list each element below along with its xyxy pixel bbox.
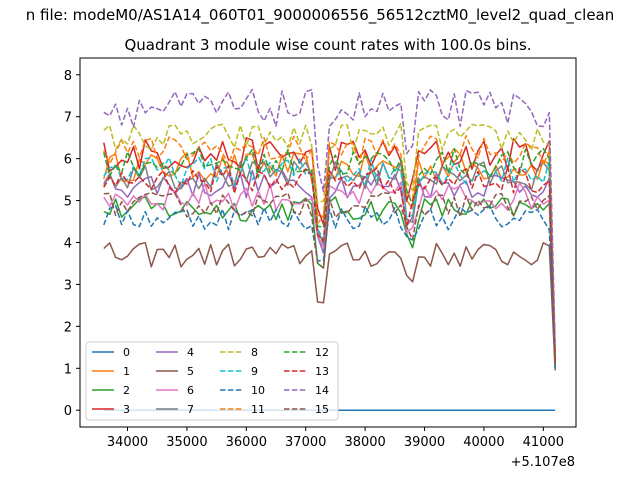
x-tick-label: 41000	[523, 435, 564, 450]
legend-label-4: 4	[187, 346, 194, 359]
legend-label-6: 6	[187, 384, 194, 397]
legend-label-0: 0	[123, 346, 130, 359]
x-tick-label: 35000	[166, 435, 207, 450]
legend-label-12: 12	[315, 346, 329, 359]
x-tick-label: 40000	[463, 435, 504, 450]
legend-label-13: 13	[315, 365, 329, 378]
legend-label-9: 9	[251, 365, 258, 378]
series-line-15	[103, 191, 556, 367]
y-tick-label: 5	[64, 195, 72, 210]
y-tick-label: 1	[64, 362, 72, 377]
x-tick-label: 37000	[285, 435, 326, 450]
legend-label-11: 11	[251, 403, 265, 416]
legend-label-1: 1	[123, 365, 130, 378]
series-line-10	[103, 204, 556, 369]
series-line-7	[103, 160, 556, 360]
x-tick-label: 36000	[226, 435, 267, 450]
y-axis-ticks: 0 1 2 3 4 5 6 7 8	[64, 69, 80, 419]
series-line-14	[103, 88, 556, 348]
legend-label-7: 7	[187, 403, 194, 416]
y-tick-label: 0	[64, 404, 72, 419]
legend-label-15: 15	[315, 403, 329, 416]
y-tick-label: 3	[64, 278, 72, 293]
y-tick-label: 4	[64, 237, 72, 252]
series-line-5	[103, 241, 556, 371]
legend-label-14: 14	[315, 384, 329, 397]
series-line-11	[103, 134, 556, 356]
legend-box	[85, 341, 339, 421]
x-axis-ticks: 34000 35000 36000 37000 38000 39000 40000 41000	[107, 427, 564, 450]
y-tick-label: 6	[64, 153, 72, 168]
legend-label-10: 10	[251, 384, 265, 397]
x-tick-label: 38000	[344, 435, 385, 450]
chart-suptitle: n file: modeM0/AS1A14_060T01_9000006556_…	[26, 6, 615, 25]
series-line-12	[103, 147, 556, 358]
legend-label-2: 2	[123, 384, 130, 397]
legend-label-8: 8	[251, 346, 258, 359]
legend-label-3: 3	[123, 403, 130, 416]
chart-title: Quadrant 3 module wise count rates with …	[124, 36, 531, 54]
x-axis-offset-label: +5.107e8	[511, 455, 575, 470]
y-tick-label: 7	[64, 111, 72, 126]
plot-area-frame	[79, 57, 577, 428]
legend-label-5: 5	[187, 365, 194, 378]
y-tick-label: 8	[64, 69, 72, 84]
series-lines	[103, 88, 556, 411]
series-line-13	[103, 165, 556, 363]
series-line-8	[103, 122, 556, 352]
x-tick-label: 39000	[404, 435, 445, 450]
y-tick-label: 2	[64, 320, 72, 335]
x-tick-label: 34000	[107, 435, 148, 450]
